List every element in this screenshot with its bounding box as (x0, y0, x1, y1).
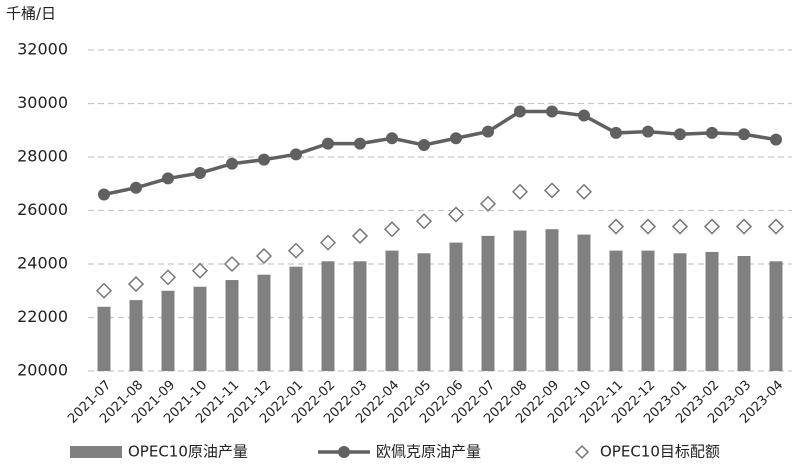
line-point (386, 132, 398, 145)
diamond-marker (415, 213, 433, 230)
bar (449, 242, 463, 371)
diamond-marker (543, 182, 561, 199)
diamond-marker (159, 269, 177, 286)
line-point (642, 125, 654, 138)
line-point (674, 128, 686, 141)
line (103, 109, 777, 197)
diamond-marker (703, 218, 721, 235)
bar (129, 300, 143, 371)
line-point (322, 137, 334, 150)
diamond-marker (511, 183, 529, 200)
legend-swatch (70, 446, 122, 458)
y-tick-label: 24000 (17, 254, 68, 273)
y-tick-label: 20000 (17, 361, 68, 380)
line-point (770, 133, 782, 146)
line-point (738, 128, 750, 141)
diamond-marker (287, 242, 305, 259)
bar (97, 306, 111, 371)
bar (417, 253, 431, 371)
legend-label: OPEC10目标配额 (600, 443, 720, 461)
bar (769, 261, 783, 371)
diamond-marker (351, 227, 369, 244)
bar (545, 229, 559, 371)
y-tick-label: 30000 (17, 93, 68, 112)
diamond-marker (223, 255, 241, 273)
y-tick-label: 22000 (17, 307, 68, 326)
y-tick-label: 28000 (17, 147, 68, 166)
diamond-marker (575, 183, 593, 200)
diamond-marker (447, 206, 465, 223)
diamond-marker (735, 218, 753, 235)
bar (321, 261, 335, 371)
line-point (482, 125, 494, 138)
diamond-marker (767, 218, 785, 235)
y-tick-label: 26000 (17, 200, 68, 219)
diamond-marker (95, 282, 113, 299)
y-axis-label: 千桶/日 (6, 5, 56, 23)
diamond-marker (127, 276, 145, 293)
bar (257, 274, 271, 371)
line-point (514, 105, 526, 118)
bar (353, 261, 367, 371)
bar (481, 235, 495, 371)
y-tick-label: 32000 (17, 40, 68, 59)
line-point (258, 153, 270, 166)
line-point (226, 157, 238, 170)
line-point (706, 126, 718, 139)
line-point (162, 172, 174, 185)
legend-swatch (574, 444, 590, 460)
bar (225, 280, 239, 371)
legend-swatch (338, 446, 350, 458)
diamond-marker (383, 221, 401, 238)
line-point (130, 181, 142, 194)
line-point (290, 148, 302, 161)
line-point (354, 137, 366, 150)
bar (705, 251, 719, 371)
line-point (450, 132, 462, 145)
bar (193, 286, 207, 371)
diamond-marker (319, 234, 337, 251)
bar (289, 266, 303, 371)
line-point (578, 109, 590, 122)
diamond-marker (639, 218, 657, 235)
bar (641, 250, 655, 371)
diamond-marker (607, 218, 625, 235)
bar (577, 234, 591, 371)
bar (673, 253, 687, 371)
bar (609, 250, 623, 371)
legend-label: OPEC10原油产量 (128, 443, 248, 461)
line-point (546, 105, 558, 118)
line-point (418, 138, 430, 151)
diamond-marker (479, 195, 497, 212)
diamond-marker (255, 247, 273, 265)
bar (737, 255, 751, 371)
bar (161, 290, 175, 371)
legend-label: 欧佩克原油产量 (376, 443, 481, 461)
diamond-marker (191, 262, 209, 279)
bar (513, 230, 527, 371)
line-point (194, 167, 206, 180)
line-point (98, 188, 110, 201)
line-point (610, 126, 622, 139)
bar (385, 250, 399, 371)
diamond-marker (671, 218, 689, 235)
